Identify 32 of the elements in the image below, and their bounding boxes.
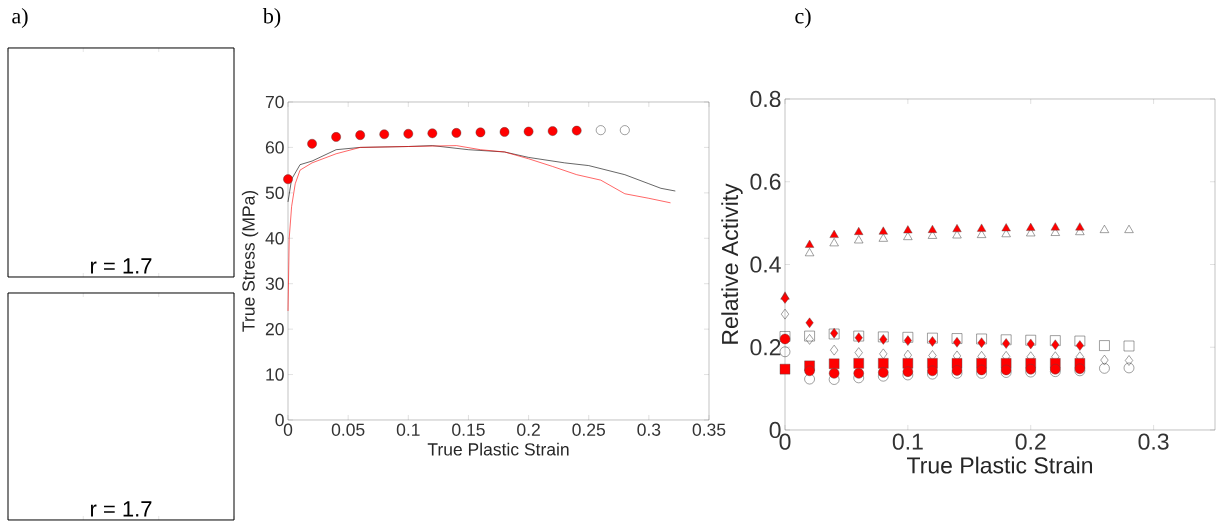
text: a)	[12, 8, 28, 28]
y-tick-label: 0.8	[750, 90, 781, 108]
chart-title: b)	[262, 8, 281, 28]
y-tick-label: 0.2	[750, 339, 781, 356]
y-tick-label: 0	[275, 413, 284, 427]
x-tick-label: 0.25	[572, 423, 606, 436]
x-tick-label: 0.2	[517, 423, 540, 436]
y-axis-title: Relative Activity	[721, 183, 743, 344]
x-axis-title: True Plastic Strain	[907, 456, 1093, 474]
x-tick-label: 0.1	[396, 423, 420, 436]
y-tick-label: 40	[265, 232, 284, 245]
y-tick-label: 50	[265, 186, 284, 200]
y-tick-label: 70	[265, 95, 284, 109]
y-tick-label: 30	[265, 277, 284, 290]
y-axis-title: True Stress (MPa)	[241, 190, 259, 332]
x-tick-label: 0.3	[1138, 433, 1169, 450]
x-tick-label: 0.1	[892, 433, 923, 450]
x-tick-label: 0.2	[1015, 433, 1046, 450]
chart-title: c)	[795, 8, 811, 28]
x-tick-label: 0.15	[452, 423, 485, 436]
text: r = 1.7	[90, 501, 152, 517]
x-tick-label: 0.35	[692, 423, 726, 436]
y-tick-label: 20	[265, 322, 284, 336]
y-tick-label: 60	[265, 141, 284, 154]
x-tick-label: 0	[283, 423, 293, 436]
x-tick-label: 0.05	[331, 423, 365, 436]
y-tick-label: 0.6	[750, 173, 781, 190]
x-tick-label: 0.3	[637, 423, 661, 436]
x-axis-title: True Plastic Strain	[427, 442, 569, 456]
y-tick-label: 10	[266, 368, 284, 381]
text: r = 1.7	[90, 258, 152, 274]
y-tick-label: 0.4	[750, 256, 781, 273]
